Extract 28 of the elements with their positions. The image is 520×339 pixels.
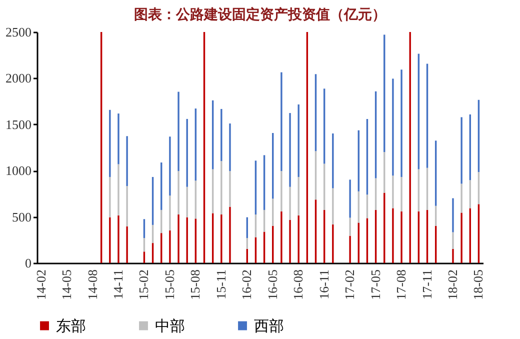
y-tick-label: 1000 xyxy=(6,163,32,178)
x-tick-label: 16-02 xyxy=(239,270,254,300)
x-tick-label: 17-02 xyxy=(342,270,358,300)
x-tick-label: 15-05 xyxy=(162,270,177,300)
x-tick-label: 14-02 xyxy=(33,270,48,300)
legend-label: 中部 xyxy=(155,318,185,335)
x-tick-label: 17-05 xyxy=(368,270,383,300)
y-tick-label: 1500 xyxy=(6,116,32,132)
x-tick-label: 18-05 xyxy=(470,270,486,300)
y-tick-label: 500 xyxy=(12,209,32,224)
x-tick-label: 15-08 xyxy=(188,270,203,300)
x-tick-label: 18-02 xyxy=(444,270,460,300)
x-tick-label: 17-11 xyxy=(419,270,434,300)
x-tick-label: 17-08 xyxy=(394,270,409,300)
legend-label: 东部 xyxy=(56,318,86,335)
x-tick-label: 16-08 xyxy=(290,270,306,300)
x-tick-label: 16-05 xyxy=(264,270,280,300)
x-tick-label: 14-11 xyxy=(110,270,126,300)
y-tick-label: 2500 xyxy=(6,24,32,40)
y-tick-label: 0 xyxy=(25,256,32,270)
chart-title: 图表：公路建设固定资产投资值（亿元） xyxy=(134,6,386,23)
x-tick-label: 15-02 xyxy=(136,270,152,300)
x-tick-label: 14-05 xyxy=(59,270,74,300)
y-tick-label: 2000 xyxy=(6,70,32,86)
x-tick-label: 14-08 xyxy=(84,270,100,300)
legend-label: 西部 xyxy=(254,318,284,335)
x-tick-label: 16-11 xyxy=(316,270,332,300)
x-tick-label: 15-11 xyxy=(213,270,228,300)
